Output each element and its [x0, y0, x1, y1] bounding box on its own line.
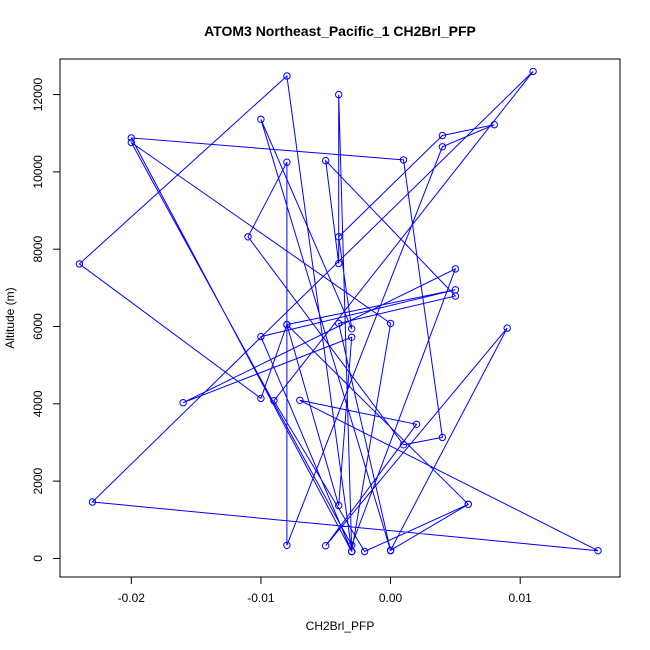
y-axis-label: Altitude (m) [3, 287, 17, 348]
x-tick-label: -0.01 [247, 591, 275, 605]
data-point [335, 90, 343, 99]
data-point [399, 156, 408, 164]
data-point [335, 233, 343, 241]
x-tick-label: 0.01 [509, 591, 533, 605]
data-point [360, 547, 369, 556]
data-point [270, 397, 278, 405]
data-point [438, 433, 447, 442]
y-tick-label: 2000 [31, 467, 45, 494]
data-point [244, 233, 252, 241]
data-point [348, 325, 356, 333]
y-tick-label: 4000 [31, 390, 45, 417]
plot-frame [59, 58, 621, 578]
data-point [296, 396, 304, 404]
data-point [283, 320, 291, 329]
data-point [322, 542, 330, 550]
data-point [386, 319, 395, 328]
data-point [283, 158, 291, 166]
y-tick-label: 10000 [31, 155, 45, 189]
chart-title: ATOM3 Northeast_Pacific_1 CH2Brl_PFP [204, 23, 476, 39]
data-point [348, 333, 356, 341]
data-point [257, 115, 265, 124]
data-point [257, 332, 265, 341]
data-point [529, 67, 537, 76]
data-point [451, 265, 460, 273]
x-tick-label: 0.00 [379, 591, 403, 605]
data-point [127, 138, 136, 147]
data-point [179, 399, 187, 407]
data-point [88, 498, 97, 506]
data-point [399, 441, 408, 449]
series-line [78, 71, 599, 553]
y-tick-label: 6000 [31, 313, 45, 340]
x-axis-label: CH2Brl_PFP [306, 619, 375, 633]
data-point [594, 547, 602, 555]
data-point [257, 394, 265, 403]
data-point [490, 121, 498, 129]
data-point [335, 319, 343, 328]
data-point [335, 259, 343, 268]
data-point [464, 500, 472, 508]
data-point [127, 134, 136, 142]
data-point [322, 157, 330, 165]
y-tick-label: 12000 [31, 78, 45, 112]
y-axis: 0 2000 4000 6000 8000 10000 12000 [31, 78, 60, 562]
data-point [503, 324, 511, 332]
x-axis: -0.02 -0.01 0.00 0.01 [118, 577, 533, 605]
y-tick-label: 8000 [31, 236, 45, 263]
x-tick-label: -0.02 [118, 591, 146, 605]
data-point [386, 546, 395, 554]
data-point [348, 547, 356, 556]
data-point [335, 501, 343, 510]
data-point [283, 72, 291, 80]
data-point [438, 143, 447, 151]
y-tick-label: 0 [31, 555, 45, 562]
data-point [438, 131, 447, 140]
data-points [75, 67, 602, 556]
data-point [75, 260, 84, 268]
data-point [451, 286, 460, 294]
data-point [412, 420, 421, 428]
data-point [283, 541, 291, 549]
